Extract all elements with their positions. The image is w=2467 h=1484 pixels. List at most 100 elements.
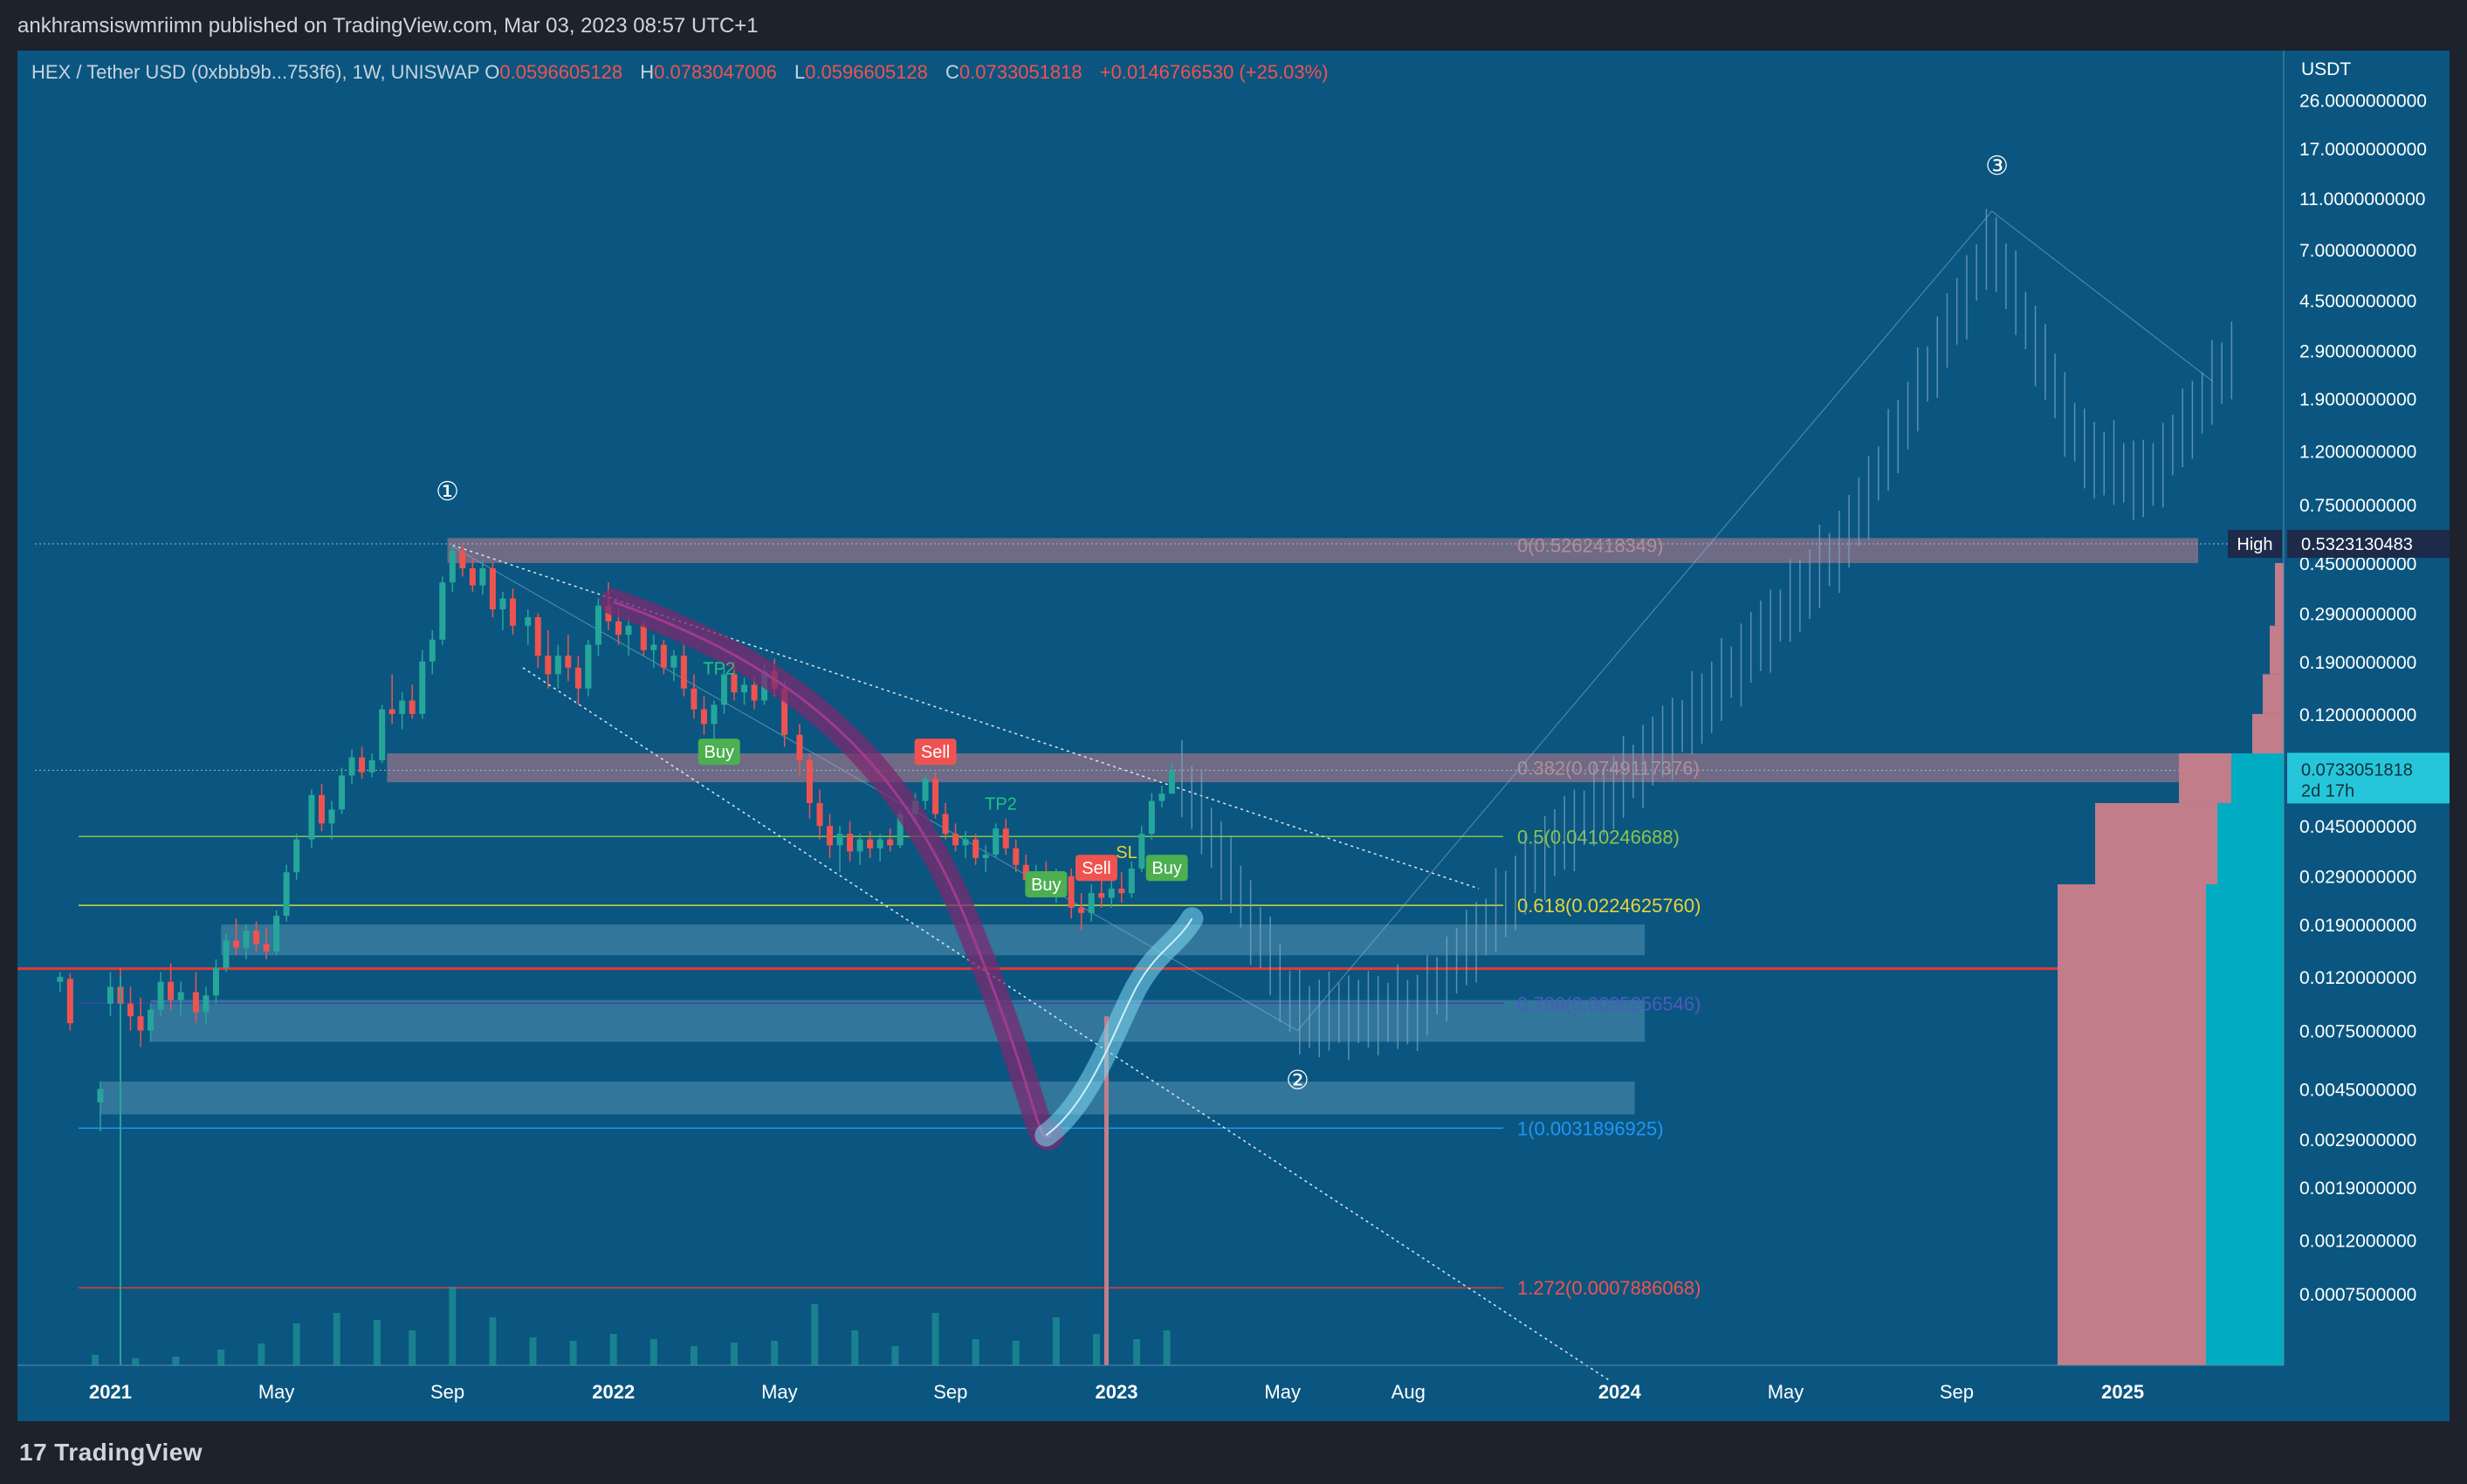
candle-body [721, 674, 728, 705]
profile-bar [2058, 884, 2206, 1365]
candle-body [1118, 888, 1125, 894]
candle-body [1108, 888, 1115, 898]
candle-body [867, 839, 874, 848]
candle-body [253, 931, 260, 945]
x-tick-label: May [761, 1381, 798, 1403]
candle-body [982, 855, 989, 858]
candle-body [781, 688, 788, 735]
candle-body [827, 826, 834, 846]
candle-body [1013, 848, 1020, 865]
profile-bar [2263, 674, 2284, 714]
candle-body [359, 757, 366, 773]
buy-signal: Buy [1151, 859, 1181, 878]
candle-body [509, 598, 516, 626]
last-price-value: 0.0733051818 [2301, 760, 2413, 780]
signal-tp2: TP2 [703, 659, 735, 678]
profile-bar [2206, 884, 2284, 1365]
candle-body [203, 995, 210, 1013]
candle-body [554, 656, 561, 675]
candle-body [594, 605, 601, 645]
open-value: 0.0596605128 [499, 61, 623, 83]
y-tick-label: 0.1900000000 [2299, 653, 2416, 673]
volume-bar [333, 1313, 340, 1365]
volume-bar [172, 1357, 180, 1365]
candle-body [318, 794, 325, 824]
low-label: L [794, 61, 806, 83]
price-chart[interactable]: 0(0.5262418349) 0.382(0.0749117376) 0.5(0.… [17, 51, 2450, 1421]
brand-name: TradingView [54, 1439, 203, 1466]
high-tag-label: High [2237, 535, 2272, 554]
candle-body [223, 940, 230, 968]
candle-body [972, 839, 979, 858]
y-axis-unit: USDT [2301, 59, 2351, 79]
last-price-tag [2287, 752, 2450, 804]
tradingview-logo[interactable]: 17 TradingView [19, 1439, 203, 1467]
candle-body [670, 656, 677, 668]
x-tick-label: May [1768, 1381, 1804, 1403]
y-tick-label: 0.0450000000 [2299, 817, 2416, 837]
volume-bar [132, 1358, 140, 1365]
candle-body [107, 986, 113, 1004]
tradingview-icon: 17 [19, 1439, 48, 1466]
candle-body [489, 567, 496, 610]
candle-body [856, 839, 863, 852]
candle-body [368, 759, 375, 773]
signal-sl: SL [1116, 843, 1137, 862]
candle-body [796, 734, 803, 760]
volume-bar [569, 1341, 577, 1365]
candle-body [1138, 834, 1145, 869]
fib-label: 0(0.5262418349) [1517, 535, 1664, 557]
x-tick-label: 2024 [1598, 1381, 1642, 1403]
candle-body [806, 759, 813, 803]
signal-tp2: TP2 [985, 794, 1017, 814]
y-tick-label: 26.0000000000 [2299, 91, 2427, 111]
chart-pane[interactable]: 0(0.5262418349) 0.382(0.0749117376) 0.5(0.… [17, 51, 2450, 1421]
x-tick-label: 2021 [89, 1381, 132, 1403]
candle-body [836, 834, 843, 846]
profile-bar [2179, 752, 2231, 803]
high-value: 0.0783047006 [654, 61, 777, 83]
volume-bar [891, 1346, 899, 1365]
close-value: 0.0733051818 [959, 61, 1082, 83]
volume-bar [690, 1346, 697, 1365]
volume-bar [649, 1339, 657, 1365]
candle-body [233, 940, 240, 948]
candle-body [847, 834, 854, 852]
profile-bar [2252, 713, 2284, 753]
volume-bar [851, 1330, 859, 1365]
volume-bar [1133, 1339, 1141, 1365]
x-tick-label: May [1264, 1381, 1301, 1403]
zone-box [150, 1000, 1646, 1042]
candle-body [1158, 794, 1165, 801]
candle-body [168, 981, 175, 1000]
y-tick-label: 0.0019000000 [2299, 1178, 2416, 1199]
x-tick-label: 2025 [2101, 1381, 2144, 1403]
y-tick-label: 0.7500000000 [2299, 496, 2416, 516]
volume-bar [373, 1320, 381, 1365]
y-tick-label: 17.0000000000 [2299, 140, 2427, 160]
candle-body [922, 779, 929, 801]
wave-label: ③ [1985, 152, 2009, 181]
candle-body [449, 551, 456, 583]
close-label: C [945, 61, 959, 83]
candle-body [263, 944, 270, 952]
zone-box [447, 538, 2199, 563]
high-price-value: 0.5323130483 [2301, 535, 2413, 554]
candle-body [212, 967, 219, 996]
y-tick-label: 4.5000000000 [2299, 292, 2416, 312]
fib-label: 0.382(0.0749117376) [1517, 758, 1700, 780]
signal-badge [914, 739, 957, 766]
candle-body [751, 684, 758, 701]
zone-box [387, 752, 2199, 783]
volume-bar [92, 1355, 100, 1365]
open-label: O [484, 61, 500, 83]
candle-body [148, 1009, 155, 1031]
fib-label: 1.272(0.0007886068) [1517, 1277, 1701, 1299]
volume-bar [972, 1339, 979, 1365]
candle-body [942, 814, 949, 835]
candle-body [157, 981, 164, 1010]
candle-body [57, 977, 64, 982]
y-tick-label: 0.4500000000 [2299, 554, 2416, 574]
candle-body [816, 802, 823, 827]
candle-body [439, 582, 446, 640]
